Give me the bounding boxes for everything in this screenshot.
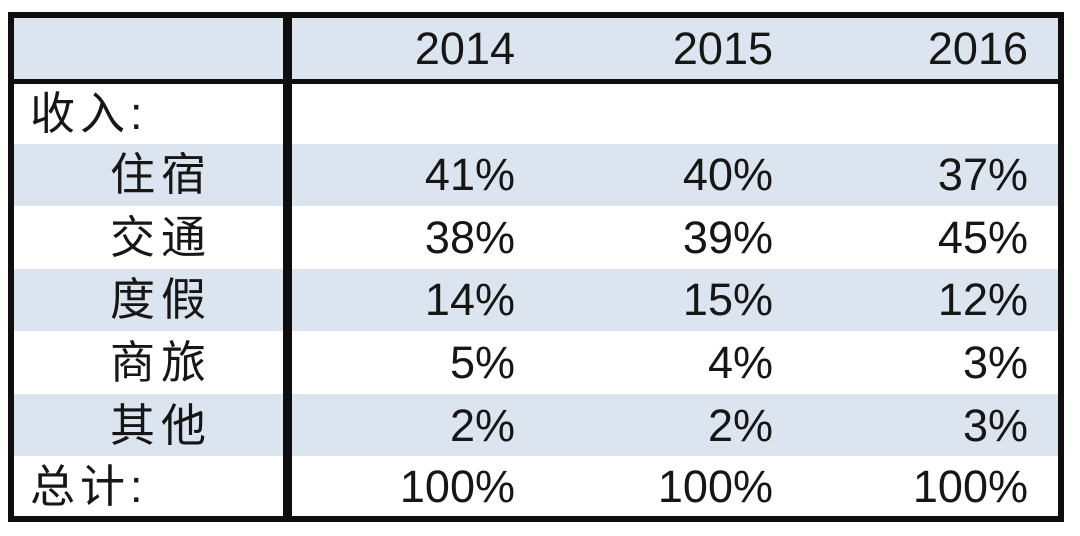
section-label-revenue: 收入: bbox=[11, 81, 292, 144]
cell-business-travel-2016: 3% bbox=[962, 337, 1028, 389]
cell-accommodation-2014: 41% bbox=[424, 149, 515, 201]
row-label-accommodation: 住宿 bbox=[11, 143, 292, 207]
cell-other-2014: 2% bbox=[449, 399, 515, 451]
cell-transportation-2014: 38% bbox=[424, 211, 515, 263]
row-label-business-travel: 商旅 bbox=[11, 331, 292, 394]
cell-accommodation-2015: 40% bbox=[682, 149, 773, 201]
cell-total-2016: 100% bbox=[912, 460, 1028, 512]
cell-business-travel-2015: 4% bbox=[707, 337, 773, 389]
empty-cell bbox=[545, 81, 803, 144]
column-header-2016: 2016 bbox=[803, 15, 1061, 84]
cell-vacation-2014: 14% bbox=[424, 274, 515, 326]
cell-total-2015: 100% bbox=[657, 460, 773, 512]
empty-cell bbox=[803, 81, 1061, 144]
column-header-2014: 2014 bbox=[287, 15, 545, 84]
cell-vacation-2015: 15% bbox=[682, 274, 773, 326]
empty-cell bbox=[287, 81, 545, 144]
cell-vacation-2016: 12% bbox=[937, 274, 1028, 326]
row-label-vacation: 度假 bbox=[11, 268, 292, 332]
table-row-total: 总计: 100% 100% 100% bbox=[11, 456, 1061, 519]
cell-transportation-2016: 45% bbox=[937, 211, 1028, 263]
table-row-business-travel: 商旅 5% 4% 3% bbox=[11, 331, 1061, 394]
cell-business-travel-2014: 5% bbox=[449, 337, 515, 389]
table-row-other: 其他 2% 2% 3% bbox=[11, 393, 1061, 457]
cell-transportation-2015: 39% bbox=[682, 211, 773, 263]
cell-total-2014: 100% bbox=[399, 460, 515, 512]
table-row-transportation: 交通 38% 39% 45% bbox=[11, 206, 1061, 269]
cell-other-2016: 3% bbox=[962, 399, 1028, 451]
header-row: 2014 2015 2016 bbox=[11, 15, 1061, 84]
cell-accommodation-2016: 37% bbox=[937, 149, 1028, 201]
row-label-other: 其他 bbox=[11, 393, 292, 457]
revenue-share-table: 2014 2015 2016 收入: 住宿 41% 40% 37% 交通 38% bbox=[8, 12, 1064, 522]
column-header-2015: 2015 bbox=[545, 15, 803, 84]
table-row-accommodation: 住宿 41% 40% 37% bbox=[11, 143, 1061, 207]
cell-other-2015: 2% bbox=[707, 399, 773, 451]
corner-cell bbox=[11, 15, 292, 84]
table-row-vacation: 度假 14% 15% 12% bbox=[11, 268, 1061, 332]
row-label-total: 总计: bbox=[11, 456, 292, 519]
section-row-revenue: 收入: bbox=[11, 81, 1061, 144]
row-label-transportation: 交通 bbox=[11, 206, 292, 269]
